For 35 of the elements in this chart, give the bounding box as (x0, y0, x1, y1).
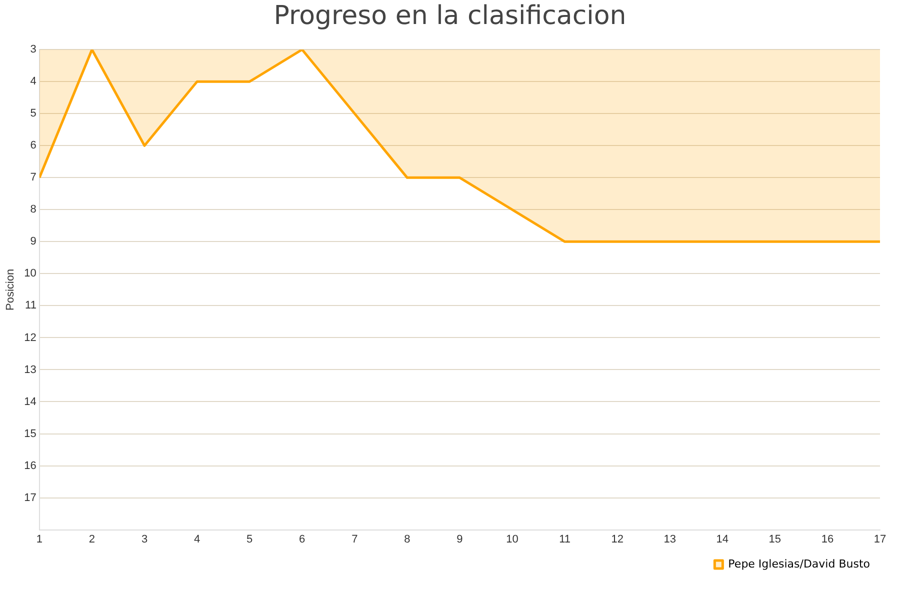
y-tick-label: 17 (24, 492, 36, 504)
x-tick-label: 16 (821, 533, 834, 546)
x-tick-label: 11 (559, 533, 570, 546)
y-tick-label: 16 (24, 460, 36, 472)
y-tick-label: 10 (24, 268, 36, 280)
x-tick-label: 14 (716, 533, 729, 546)
x-tick-label: 15 (768, 533, 782, 546)
legend-label: Pepe Iglesias/David Busto (728, 557, 870, 570)
y-tick-label: 11 (25, 300, 36, 312)
y-tick-label: 13 (24, 364, 36, 376)
y-tick-label: 15 (24, 428, 36, 440)
x-tick-label: 13 (664, 533, 676, 546)
y-tick-label: 3 (30, 44, 36, 56)
x-tick-label: 8 (404, 533, 410, 546)
x-tick-label: 17 (874, 533, 886, 546)
y-tick-label: 14 (24, 396, 36, 408)
x-tick-label: 2 (88, 533, 96, 546)
x-tick-label: 5 (246, 533, 253, 546)
y-axis-title: Posicion (4, 268, 17, 310)
chart-title: Progreso en la clasificacion (272, 0, 628, 32)
y-tick-label: 7 (30, 172, 36, 184)
x-tick-label: 6 (299, 533, 306, 546)
y-tick-label: 5 (30, 108, 36, 120)
y-tick-label: 9 (30, 236, 36, 248)
x-tick-label: 12 (611, 533, 624, 546)
x-tick-label: 7 (352, 533, 358, 546)
x-tick-label: 3 (141, 533, 148, 546)
x-tick-label: 9 (456, 533, 463, 546)
y-tick-label: 4 (30, 76, 36, 88)
x-tick-label: 1 (36, 533, 42, 546)
y-tick-label: 6 (30, 140, 36, 152)
y-tick-label: 8 (30, 204, 36, 216)
x-tick-label: 4 (194, 533, 200, 546)
y-tick-label: 12 (24, 332, 36, 344)
x-tick-label: 10 (506, 533, 518, 546)
